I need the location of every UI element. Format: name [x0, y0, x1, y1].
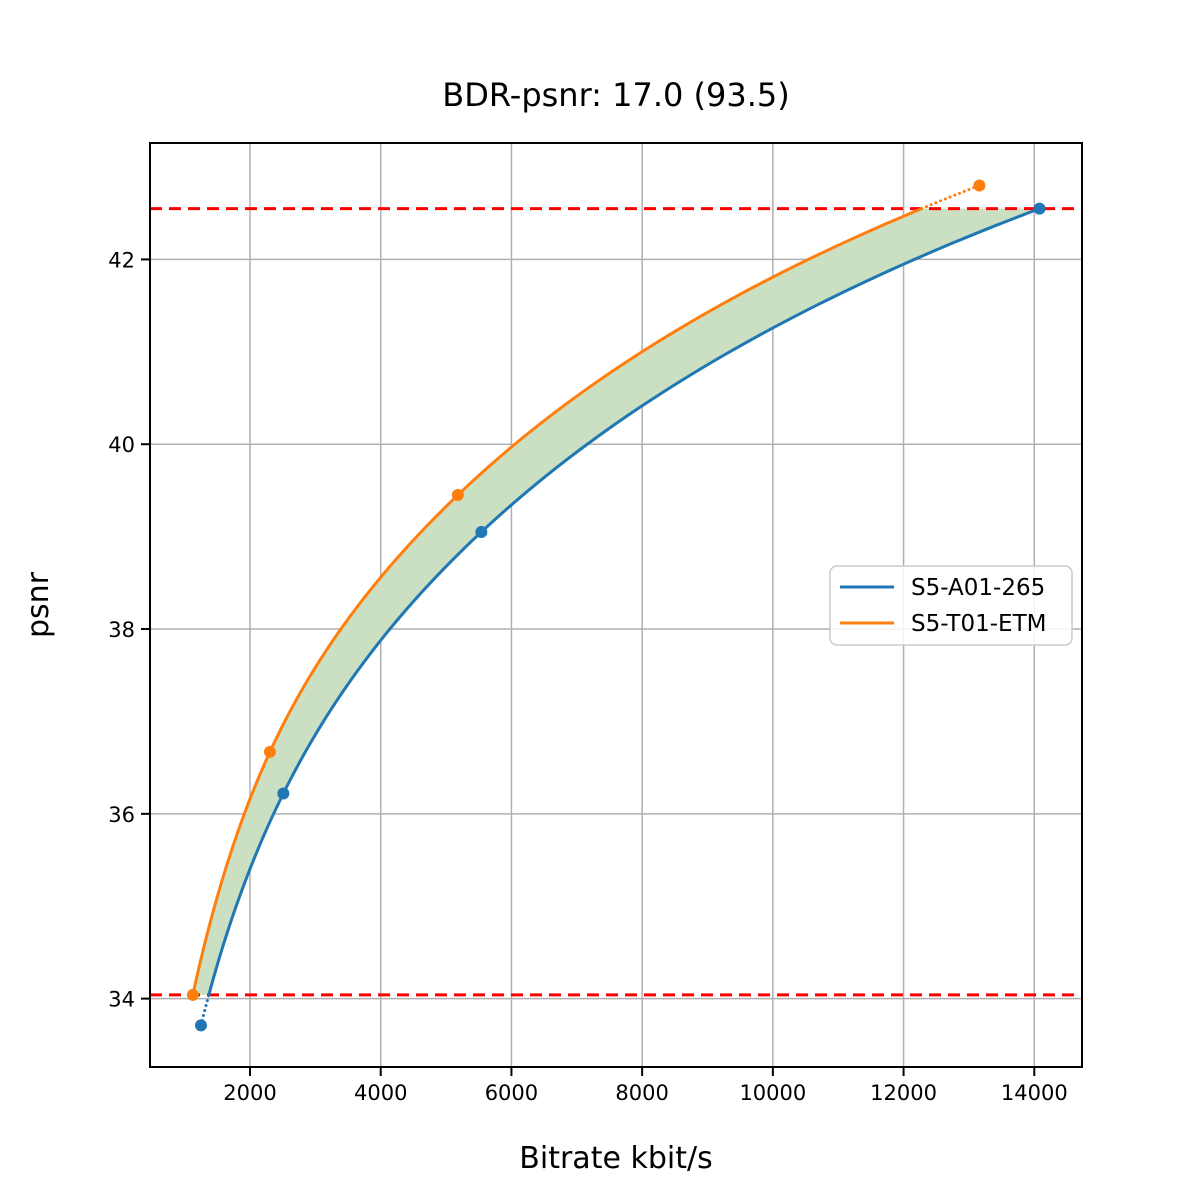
x-tick-label: 10000 — [739, 1081, 806, 1105]
legend-label-s5-t01-etm: S5-T01-ETM — [911, 611, 1046, 637]
x-tick-label: 4000 — [354, 1081, 407, 1105]
data-point-markers — [186, 179, 1046, 1032]
x-tick-label: 12000 — [870, 1081, 937, 1105]
y-tick-label: 40 — [108, 433, 135, 457]
x-tick-label: 8000 — [615, 1081, 668, 1105]
series-extension-s5-t01-etm — [920, 184, 981, 211]
axes-layer: 2000 4000 6000 8000 10000 12000 14000 34 36 38 40 4… — [108, 142, 1083, 1105]
series-curves — [191, 184, 1041, 1027]
data-point-marker-s5-a01-265 — [1033, 202, 1046, 215]
plot-border — [149, 142, 1083, 1068]
legend: S5-A01-265 S5-T01-ETM — [829, 565, 1073, 646]
y-tick-label: 34 — [108, 988, 135, 1012]
y-tick-label: 42 — [108, 248, 135, 272]
data-point-marker-s5-a01-265 — [277, 787, 290, 800]
data-point-marker-s5-t01-etm — [186, 988, 199, 1001]
reference-lines — [150, 207, 1082, 997]
x-tick-label: 14000 — [1001, 1081, 1068, 1105]
y-tick-label: 36 — [108, 803, 135, 827]
data-point-marker-s5-t01-etm — [263, 745, 276, 758]
series-curve-s5-a01-265 — [207, 207, 1041, 996]
x-axis-label: Bitrate kbit/s — [519, 1141, 712, 1176]
data-point-marker-s5-t01-etm — [451, 489, 464, 502]
legend-label-s5-a01-265: S5-A01-265 — [911, 575, 1045, 601]
y-axis-label: psnr — [21, 571, 56, 638]
y-tick-label: 38 — [108, 618, 135, 642]
x-tick-label: 2000 — [223, 1081, 276, 1105]
x-tick-label: 6000 — [485, 1081, 538, 1105]
data-point-marker-s5-t01-etm — [973, 179, 986, 192]
data-point-marker-s5-a01-265 — [475, 526, 488, 539]
data-point-marker-s5-a01-265 — [194, 1019, 207, 1032]
series-curve-s5-t01-etm — [191, 207, 923, 996]
chart-title: BDR-psnr: 17.0 (93.5) — [442, 76, 790, 114]
